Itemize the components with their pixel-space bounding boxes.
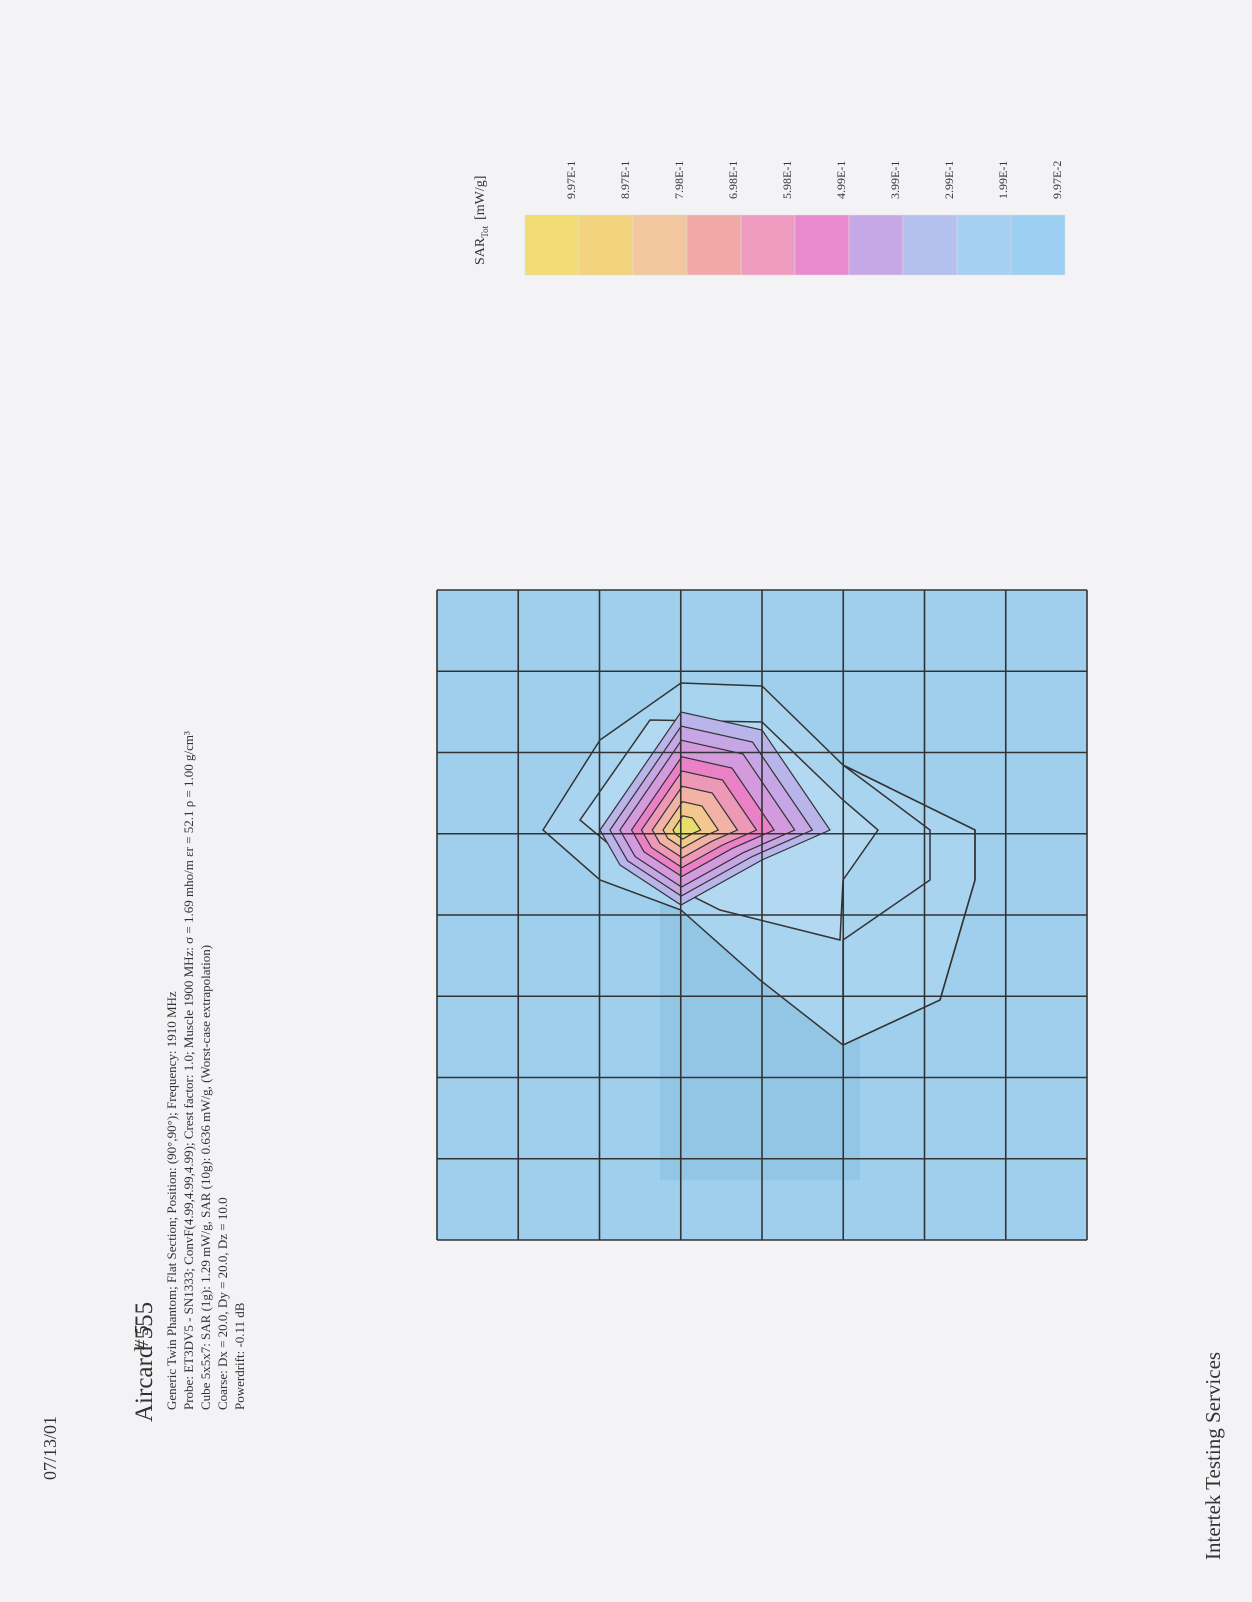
legend-swatch — [902, 214, 958, 276]
legend-unit: [mW/g] — [473, 176, 488, 220]
title: Aircard 555 — [131, 1302, 158, 1422]
legend-label: 6.98E-1 — [726, 161, 740, 199]
handwritten-note: # 5 — [131, 1325, 153, 1350]
legend-swatch — [794, 214, 850, 276]
info-line: Coarse: Dx = 20.0, Dy = 20.0, Dz = 10.0 — [215, 1197, 230, 1410]
info-line: Cube 5x5x7: SAR (1g): 1.29 mW/g, SAR (10… — [198, 945, 213, 1410]
legend-title: SARTot [mW/g] — [473, 176, 490, 265]
legend-label: 9.97E-1 — [564, 161, 578, 199]
legend-label: 7.98E-1 — [672, 161, 686, 199]
legend-label: 8.97E-1 — [618, 161, 632, 199]
legend-subscript: Tot — [480, 225, 490, 237]
rotated-content: 07/13/01 Aircard 555 # 5 SARTot [mW/g] In… — [40, 161, 1225, 1560]
legend-label: 4.99E-1 — [834, 161, 848, 199]
legend-swatch — [524, 214, 580, 276]
legend-swatch — [848, 214, 904, 276]
legend-label: 5.98E-1 — [780, 161, 794, 199]
legend-label: 2.99E-1 — [942, 161, 956, 199]
legend-label: 1.99E-1 — [996, 161, 1010, 199]
info-line: Generic Twin Phantom; Flat Section; Posi… — [164, 991, 179, 1410]
date: 07/13/01 — [40, 1416, 60, 1480]
legend-swatch — [740, 214, 796, 276]
legend-title-main: SAR — [473, 237, 488, 265]
legend-swatch — [686, 214, 742, 276]
sar-map — [436, 589, 1088, 1241]
legend-swatch — [578, 214, 634, 276]
legend-swatch — [632, 214, 688, 276]
legend-label: 3.99E-1 — [888, 161, 902, 199]
legend-swatch — [956, 214, 1012, 276]
footer: Intertek Testing Services — [1201, 1352, 1225, 1560]
info-line: Powerdrift: -0.11 dB — [232, 1302, 247, 1410]
info-line: Probe: ET3DV5 - SN1333; ConvF(4.99,4.99,… — [181, 731, 196, 1410]
legend-swatch — [1010, 214, 1066, 276]
legend-label: 9.97E-2 — [1050, 161, 1064, 199]
